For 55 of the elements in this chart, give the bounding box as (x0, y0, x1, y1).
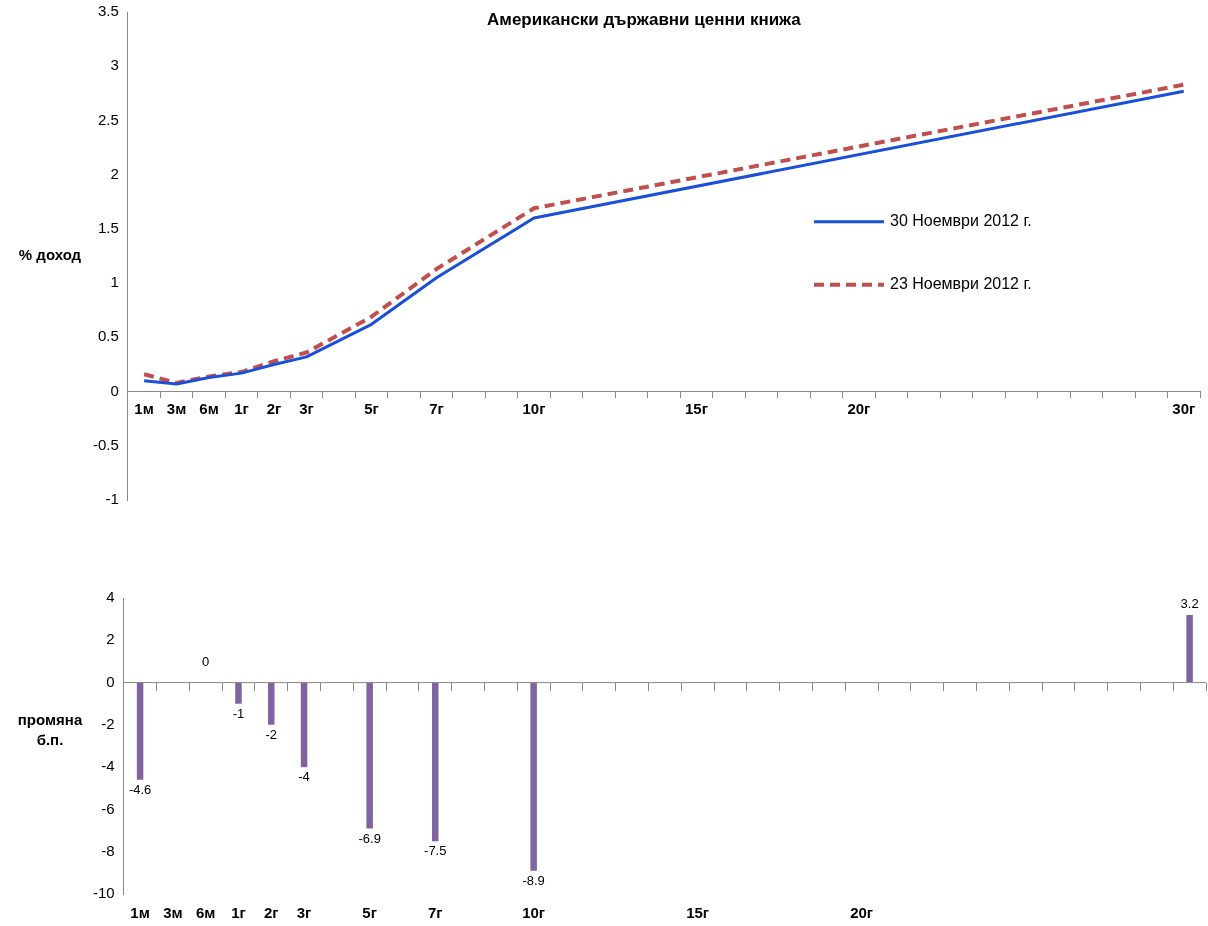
x-tick-label: 3г (296, 904, 312, 922)
x-tick-label: 2г (266, 399, 282, 417)
x-tick-label: 1г (234, 399, 249, 417)
x-tick-label: 3г (299, 399, 314, 417)
legend-label: 23 Ноември 2012 г. (890, 275, 1032, 293)
data-label: -7.5 (424, 843, 447, 859)
y-tick-label: -10 (92, 884, 115, 902)
y-tick-label: 3 (110, 56, 119, 74)
x-tick-label: 20г (847, 399, 871, 417)
x-tick-label: 7г (429, 399, 444, 417)
x-tick-label: 5г (362, 904, 377, 922)
y-tick-label: -6 (101, 799, 115, 817)
x-tick-label: 10г (522, 904, 546, 922)
x-tick-label: 6м (195, 904, 216, 922)
x-tick-label: 15г (684, 399, 708, 417)
legend-label: 30 Ноември 2012 г. (890, 212, 1032, 230)
y-tick-label: 2 (106, 630, 115, 648)
data-label: -2 (265, 726, 278, 742)
y-tick-label: -4 (101, 757, 115, 775)
y-tick-label: 2.5 (97, 110, 119, 128)
x-tick-label: 30г (1172, 399, 1196, 417)
data-label: -4 (298, 769, 310, 785)
data-label: -8.9 (522, 872, 545, 888)
x-tick-label: 10г (522, 399, 546, 417)
y-tick-label: 0.5 (97, 327, 119, 345)
x-tick-label: 7г (427, 904, 443, 922)
x-tick-label: 15г (686, 904, 710, 922)
y-tick-label: 4 (106, 588, 115, 606)
data-label: 3.2 (1180, 595, 1199, 611)
x-tick-label: 3м (166, 399, 187, 417)
chart-title: Американски държавни ценни книжа (487, 9, 802, 29)
y-tick-label: 1.5 (97, 219, 119, 237)
y-axis-title: промяна б.п. (17, 711, 83, 749)
x-tick-label: 5г (364, 399, 379, 417)
x-tick-label: 3м (163, 904, 183, 922)
data-label: 0 (202, 653, 210, 669)
x-tick-label: 1м (134, 399, 154, 417)
x-tick-label: 1м (130, 904, 150, 922)
x-tick-label: 2г (263, 904, 279, 922)
y-tick-label: 0 (110, 381, 119, 399)
data-label: -6.9 (358, 830, 381, 846)
y-tick-label: 2 (110, 164, 119, 182)
y-tick-label: -0.5 (92, 435, 119, 453)
y-tick-label: 1 (110, 273, 119, 291)
data-label: -1 (232, 705, 245, 721)
y-tick-label: -1 (105, 490, 119, 508)
y-axis-title: % доход (18, 246, 82, 264)
y-tick-label: 3.5 (97, 2, 119, 20)
x-tick-label: 1г (231, 904, 246, 922)
y-tick-label: -2 (101, 715, 115, 732)
x-tick-label: 6м (199, 399, 219, 417)
data-label: -4.6 (128, 781, 152, 797)
y-tick-label: 0 (106, 672, 115, 690)
y-tick-label: -8 (101, 841, 115, 859)
x-tick-label: 20г (850, 904, 874, 922)
